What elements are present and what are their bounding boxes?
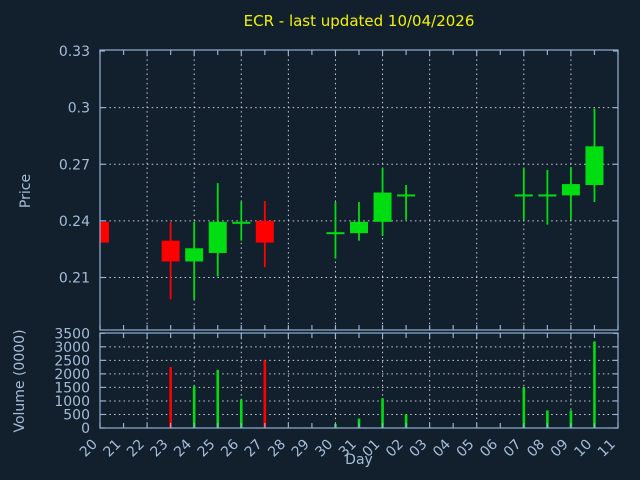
volume-tick-label: 1500 <box>54 380 90 396</box>
day-tick-label: 04 <box>430 436 454 460</box>
day-axis-label: Day <box>345 452 373 468</box>
day-tick-label: 07 <box>501 437 525 461</box>
volume-bar-day-23 <box>169 367 172 428</box>
day-tick-label: 24 <box>171 436 195 460</box>
volume-tick-label: 2000 <box>54 367 90 383</box>
day-tick-label: 21 <box>100 437 124 461</box>
volume-bar-day-24 <box>192 386 196 428</box>
day-tick-label: 26 <box>218 436 242 460</box>
candle-day-27 <box>255 201 274 268</box>
candle-day-30 <box>326 202 345 259</box>
candle-day-08 <box>538 169 557 225</box>
chart-title: ECR - last updated 10/04/2026 <box>243 12 475 30</box>
day-tick-label: 01 <box>359 437 383 461</box>
volume-bar-day-01 <box>381 398 384 428</box>
day-tick-label: 20 <box>77 437 101 461</box>
volume-bar-day-25 <box>216 369 220 428</box>
volume-tick-label: 500 <box>63 407 90 423</box>
volume-tick-label: 3500 <box>54 326 90 342</box>
day-tick-label: 02 <box>383 437 407 461</box>
candle-day-31 <box>350 202 368 241</box>
day-tick-label: 27 <box>242 437 266 461</box>
price-tick-label: 0.33 <box>59 44 90 60</box>
price-tick-label: 0.21 <box>59 271 90 287</box>
price-tick-label: 0.3 <box>68 101 90 117</box>
candle-day-09 <box>561 167 580 220</box>
candle-day-10 <box>585 108 604 202</box>
day-tick-label: 23 <box>148 437 172 461</box>
candle-day-26 <box>232 202 251 241</box>
day-tick-label: 06 <box>477 436 501 460</box>
price-tick-label: 0.24 <box>59 214 90 230</box>
volume-tick-label: 0 <box>81 421 90 437</box>
candle-day-20 <box>100 221 109 243</box>
candle-day-01 <box>373 168 392 236</box>
volume-bar-day-08 <box>546 410 549 428</box>
candlesticks <box>100 108 604 300</box>
candle-day-23 <box>161 221 180 300</box>
volume-bars <box>169 341 596 428</box>
volume-bar-day-02 <box>404 414 408 428</box>
day-tick-label: 22 <box>124 437 148 461</box>
candle-day-02 <box>397 185 416 220</box>
day-tick-label: 25 <box>195 437 219 461</box>
candle-day-07 <box>514 168 533 220</box>
day-tick-label: 10 <box>571 437 595 461</box>
day-tick-label: 29 <box>289 437 313 461</box>
axes <box>99 49 619 429</box>
candle-day-25 <box>208 183 227 277</box>
day-tick-label: 28 <box>265 437 289 461</box>
day-tick-label: 09 <box>548 437 572 461</box>
volume-bar-day-27 <box>263 360 267 428</box>
day-tick-label: 05 <box>454 437 478 461</box>
day-tick-label: 08 <box>524 437 548 461</box>
volume-tick-label: 3000 <box>54 340 90 356</box>
volume-bar-day-09 <box>569 410 573 428</box>
price-tick-label: 0.27 <box>59 157 90 173</box>
day-tick-label: 03 <box>407 437 431 461</box>
day-tick-label: 30 <box>312 437 336 461</box>
candle-day-24 <box>185 221 204 300</box>
volume-bar-day-10 <box>593 341 596 428</box>
volume-tick-label: 2500 <box>54 353 90 369</box>
volume-bar-day-07 <box>522 387 526 428</box>
day-tick-label: 31 <box>336 437 360 461</box>
volume-tick-label: 1000 <box>54 394 90 410</box>
tick-labels: 0.330.30.270.240.21350030002500200015001… <box>54 44 618 460</box>
day-tick-label: 11 <box>595 437 619 461</box>
volume-bar-day-26 <box>239 399 243 428</box>
